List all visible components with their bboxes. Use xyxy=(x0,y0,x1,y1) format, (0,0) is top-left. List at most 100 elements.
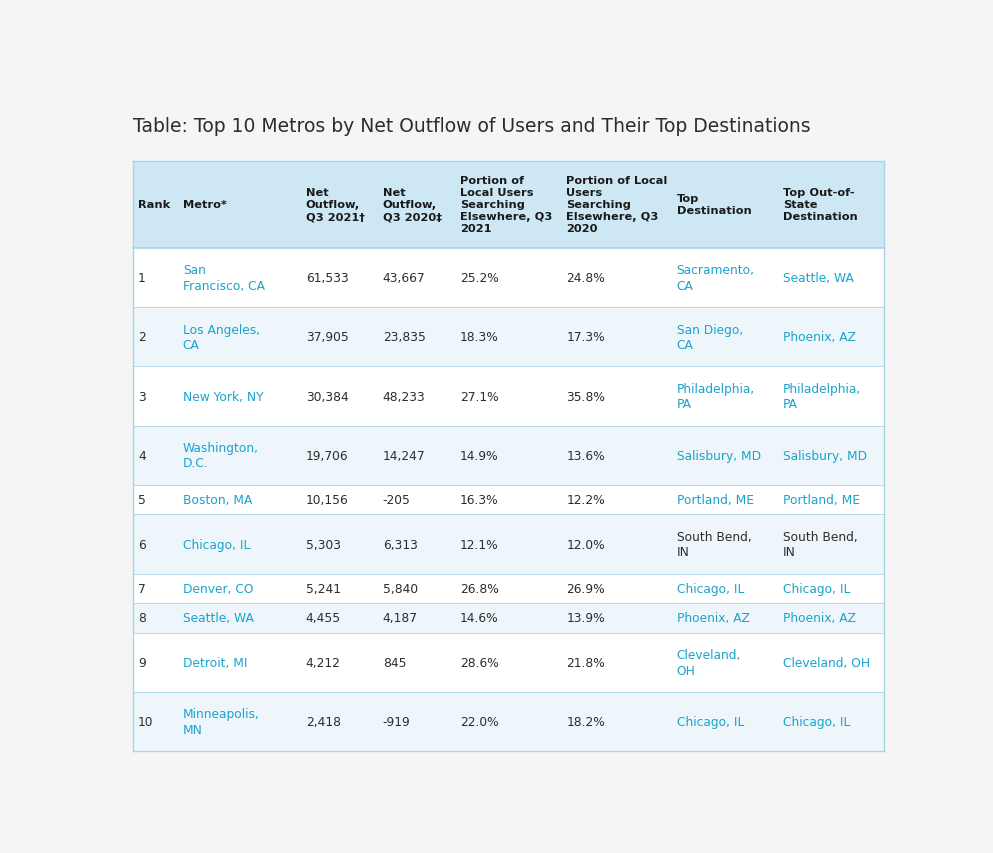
Text: Chicago, IL: Chicago, IL xyxy=(676,715,744,728)
Text: 21.8%: 21.8% xyxy=(566,656,605,669)
Text: Chicago, IL: Chicago, IL xyxy=(782,715,850,728)
Text: 18.3%: 18.3% xyxy=(460,331,498,344)
Text: 48,233: 48,233 xyxy=(383,390,426,403)
Text: Salisbury, MD: Salisbury, MD xyxy=(676,450,761,462)
Bar xyxy=(133,367,885,426)
Text: Boston, MA: Boston, MA xyxy=(183,494,252,507)
Bar xyxy=(133,249,885,308)
Text: Philadelphia,
PA: Philadelphia, PA xyxy=(676,382,755,411)
Text: 26.9%: 26.9% xyxy=(566,583,605,595)
Text: 25.2%: 25.2% xyxy=(460,272,498,285)
Bar xyxy=(133,308,885,367)
Text: 17.3%: 17.3% xyxy=(566,331,605,344)
Text: 26.8%: 26.8% xyxy=(460,583,498,595)
Text: 6,313: 6,313 xyxy=(383,538,418,551)
Text: Denver, CO: Denver, CO xyxy=(183,583,253,595)
Text: 9: 9 xyxy=(138,656,146,669)
Text: Chicago, IL: Chicago, IL xyxy=(782,583,850,595)
Text: 28.6%: 28.6% xyxy=(460,656,498,669)
Text: Sacramento,
CA: Sacramento, CA xyxy=(676,264,755,293)
Text: San Diego,
CA: San Diego, CA xyxy=(676,323,743,351)
Text: Salisbury, MD: Salisbury, MD xyxy=(782,450,867,462)
Text: 5: 5 xyxy=(138,494,146,507)
Text: 2,418: 2,418 xyxy=(306,715,341,728)
Text: 14.6%: 14.6% xyxy=(460,612,498,624)
Text: Phoenix, AZ: Phoenix, AZ xyxy=(782,331,856,344)
Text: 8: 8 xyxy=(138,612,146,624)
Text: Philadelphia,
PA: Philadelphia, PA xyxy=(782,382,861,411)
Text: 35.8%: 35.8% xyxy=(566,390,605,403)
Bar xyxy=(133,161,885,249)
Text: 10: 10 xyxy=(138,715,154,728)
Text: Top Out-of-
State
Destination: Top Out-of- State Destination xyxy=(782,189,858,222)
Text: 13.6%: 13.6% xyxy=(566,450,605,462)
Text: South Bend,
IN: South Bend, IN xyxy=(782,530,858,559)
Text: 12.2%: 12.2% xyxy=(566,494,605,507)
Text: 30,384: 30,384 xyxy=(306,390,349,403)
Bar xyxy=(133,692,885,751)
Text: 4,187: 4,187 xyxy=(383,612,418,624)
Text: Los Angeles,
CA: Los Angeles, CA xyxy=(183,323,260,351)
Text: 43,667: 43,667 xyxy=(383,272,425,285)
Text: 4,212: 4,212 xyxy=(306,656,341,669)
Text: 2: 2 xyxy=(138,331,146,344)
Text: 27.1%: 27.1% xyxy=(460,390,498,403)
Text: Seattle, WA: Seattle, WA xyxy=(183,612,253,624)
Text: 16.3%: 16.3% xyxy=(460,494,498,507)
Text: 10,156: 10,156 xyxy=(306,494,349,507)
Text: -205: -205 xyxy=(383,494,411,507)
Text: 24.8%: 24.8% xyxy=(566,272,605,285)
Text: Metro*: Metro* xyxy=(183,200,226,210)
Text: Cleveland, OH: Cleveland, OH xyxy=(782,656,870,669)
Text: 5,840: 5,840 xyxy=(383,583,418,595)
Text: -919: -919 xyxy=(383,715,410,728)
Text: 14,247: 14,247 xyxy=(383,450,425,462)
Text: Cleveland,
OH: Cleveland, OH xyxy=(676,648,741,676)
Text: San
Francisco, CA: San Francisco, CA xyxy=(183,264,265,293)
Text: Seattle, WA: Seattle, WA xyxy=(782,272,854,285)
Text: 12.1%: 12.1% xyxy=(460,538,498,551)
Text: Detroit, MI: Detroit, MI xyxy=(183,656,247,669)
Text: 22.0%: 22.0% xyxy=(460,715,498,728)
Text: 3: 3 xyxy=(138,390,146,403)
Bar xyxy=(133,603,885,633)
Text: Rank: Rank xyxy=(138,200,170,210)
Text: Top
Destination: Top Destination xyxy=(676,194,752,216)
Text: 1: 1 xyxy=(138,272,146,285)
Text: 37,905: 37,905 xyxy=(306,331,349,344)
Text: Portion of
Local Users
Searching
Elsewhere, Q3
2021: Portion of Local Users Searching Elsewhe… xyxy=(460,177,552,234)
Bar xyxy=(133,485,885,515)
Text: Phoenix, AZ: Phoenix, AZ xyxy=(676,612,750,624)
Text: 61,533: 61,533 xyxy=(306,272,349,285)
Text: 13.9%: 13.9% xyxy=(566,612,605,624)
Bar xyxy=(133,574,885,603)
Text: Portland, ME: Portland, ME xyxy=(782,494,860,507)
Text: New York, NY: New York, NY xyxy=(183,390,263,403)
Text: Chicago, IL: Chicago, IL xyxy=(183,538,250,551)
Text: 4: 4 xyxy=(138,450,146,462)
Text: Phoenix, AZ: Phoenix, AZ xyxy=(782,612,856,624)
Text: Chicago, IL: Chicago, IL xyxy=(676,583,744,595)
Text: 12.0%: 12.0% xyxy=(566,538,605,551)
Bar xyxy=(133,515,885,574)
Text: Minneapolis,
MN: Minneapolis, MN xyxy=(183,707,260,736)
Bar xyxy=(133,633,885,692)
Text: South Bend,
IN: South Bend, IN xyxy=(676,530,752,559)
Text: 18.2%: 18.2% xyxy=(566,715,605,728)
Text: 14.9%: 14.9% xyxy=(460,450,498,462)
Text: Net
Outflow,
Q3 2021†: Net Outflow, Q3 2021† xyxy=(306,189,364,222)
Bar xyxy=(133,426,885,485)
Text: 5,241: 5,241 xyxy=(306,583,341,595)
Text: Washington,
D.C.: Washington, D.C. xyxy=(183,442,259,470)
Text: 6: 6 xyxy=(138,538,146,551)
Text: Net
Outflow,
Q3 2020‡: Net Outflow, Q3 2020‡ xyxy=(383,189,442,222)
Text: 845: 845 xyxy=(383,656,406,669)
Text: 23,835: 23,835 xyxy=(383,331,426,344)
Text: Portion of Local
Users
Searching
Elsewhere, Q3
2020: Portion of Local Users Searching Elsewhe… xyxy=(566,177,667,234)
Text: 19,706: 19,706 xyxy=(306,450,349,462)
Text: 7: 7 xyxy=(138,583,146,595)
Text: 5,303: 5,303 xyxy=(306,538,341,551)
Text: Portland, ME: Portland, ME xyxy=(676,494,754,507)
Text: Table: Top 10 Metros by Net Outflow of Users and Their Top Destinations: Table: Top 10 Metros by Net Outflow of U… xyxy=(133,117,811,136)
Text: 4,455: 4,455 xyxy=(306,612,341,624)
